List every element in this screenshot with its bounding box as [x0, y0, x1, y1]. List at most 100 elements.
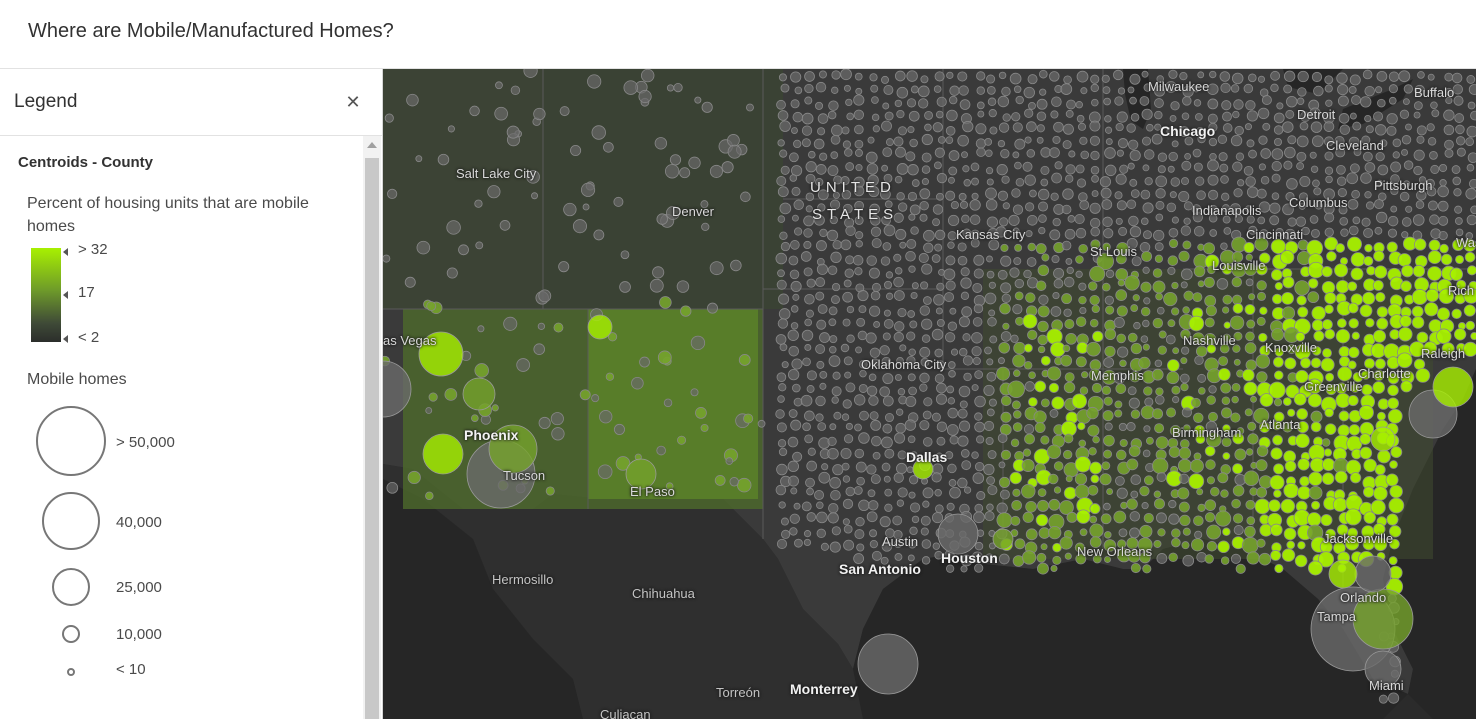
county-centroid-dot	[775, 484, 787, 496]
county-centroid-dot	[1036, 552, 1047, 563]
county-centroid-dot	[855, 346, 863, 354]
city-label: Columbus	[1289, 195, 1348, 210]
county-centroid-dot	[881, 120, 892, 132]
county-centroid-dot	[593, 229, 605, 241]
county-centroid-dot	[1127, 86, 1135, 94]
county-centroid-dot	[1273, 463, 1285, 475]
county-centroid-dot	[779, 149, 788, 158]
county-centroid-dot	[899, 344, 907, 352]
county-centroid-dot	[957, 435, 969, 447]
county-centroid-dot	[1229, 315, 1245, 330]
county-centroid-dot	[814, 490, 825, 501]
county-centroid-dot	[932, 542, 941, 550]
county-centroid-dot	[1180, 382, 1189, 392]
size-label: 25,000	[116, 579, 162, 596]
county-centroid-dot	[599, 410, 613, 424]
county-centroid-dot	[826, 229, 839, 242]
county-centroid-dot	[1091, 190, 1099, 198]
county-centroid-dot	[879, 188, 891, 200]
county-centroid-dot	[1322, 348, 1332, 358]
county-centroid-dot	[1034, 380, 1047, 393]
county-centroid-dot	[971, 177, 979, 186]
county-centroid-dot	[1168, 238, 1179, 249]
county-centroid-dot	[1469, 178, 1476, 189]
county-centroid-dot	[1140, 405, 1155, 420]
county-centroid-dot	[961, 460, 972, 471]
county-centroid-dot	[1086, 406, 1099, 420]
county-centroid-dot	[1338, 345, 1351, 358]
legend-scrollbar[interactable]	[363, 136, 381, 719]
county-centroid-dot	[964, 486, 972, 494]
close-icon[interactable]: ✕	[345, 92, 361, 112]
county-centroid-dot	[1065, 258, 1073, 265]
county-centroid-dot	[1168, 446, 1181, 458]
county-centroid-dot	[425, 407, 433, 414]
county-centroid-dot	[587, 74, 602, 89]
county-centroid-dot	[475, 241, 484, 250]
county-centroid-dot	[936, 436, 946, 446]
county-centroid-dot	[892, 515, 903, 526]
county-centroid-dot	[969, 199, 981, 211]
city-label: El Paso	[630, 484, 675, 499]
county-centroid-dot	[949, 95, 958, 105]
county-centroid-dot	[805, 477, 815, 488]
county-centroid-dot	[690, 388, 699, 397]
county-centroid-dot	[1313, 330, 1325, 342]
county-centroid-dot	[1403, 160, 1414, 170]
county-centroid-dot	[1000, 331, 1012, 342]
county-centroid-dot	[1466, 214, 1476, 226]
county-centroid-dot	[829, 345, 837, 354]
county-centroid-dot	[1075, 101, 1083, 109]
county-centroid-dot	[1116, 333, 1127, 344]
county-centroid-dot	[1049, 409, 1059, 418]
county-centroid-dot	[1101, 385, 1112, 396]
county-centroid-dot	[1390, 174, 1400, 184]
county-centroid-dot	[1052, 135, 1061, 144]
county-centroid-dot	[1065, 475, 1073, 483]
county-centroid-dot	[1261, 95, 1272, 106]
county-centroid-dot	[572, 219, 588, 234]
county-centroid-dot	[551, 427, 565, 441]
county-centroid-dot	[1113, 510, 1127, 524]
county-centroid-dot	[1444, 148, 1454, 158]
county-centroid-dot	[881, 541, 893, 552]
county-centroid-dot	[788, 475, 799, 487]
county-centroid-dot	[1376, 411, 1386, 421]
county-centroid-dot	[1192, 292, 1203, 303]
county-centroid-dot	[1344, 508, 1362, 526]
county-centroid-dot	[821, 463, 829, 471]
county-centroid-dot	[1374, 199, 1384, 210]
county-centroid-dot	[906, 70, 918, 82]
county-centroid-dot	[780, 165, 790, 175]
county-centroid-dot	[827, 447, 839, 460]
county-centroid-dot	[1166, 371, 1180, 385]
county-centroid-dot	[1309, 107, 1321, 119]
county-centroid-dot	[1078, 282, 1087, 291]
map-view[interactable]: Milwaukee Buffalo Detroit Chicago Clevel…	[383, 69, 1476, 719]
county-centroid-dot	[1386, 125, 1397, 136]
scroll-thumb[interactable]	[365, 158, 379, 719]
county-centroid-dot	[1092, 330, 1104, 343]
county-centroid-dot	[1079, 200, 1090, 210]
county-centroid-dot	[962, 165, 970, 173]
county-centroid-dot	[1177, 458, 1192, 473]
county-centroid-dot	[1080, 87, 1088, 95]
county-centroid-dot	[580, 182, 596, 197]
county-centroid-dot	[1361, 217, 1371, 227]
county-centroid-dot	[1232, 432, 1245, 445]
county-centroid-dot	[873, 321, 881, 328]
county-centroid-dot	[984, 511, 995, 522]
county-centroid-dot	[1116, 305, 1128, 317]
size-label: 40,000	[116, 514, 162, 531]
city-label: Chicago	[1160, 123, 1216, 139]
county-centroid-dot	[1439, 179, 1447, 187]
scroll-up-icon[interactable]	[367, 142, 377, 148]
county-centroid-dot	[1377, 398, 1390, 410]
county-centroid-dot	[1346, 236, 1363, 252]
county-centroid-dot	[1345, 459, 1362, 476]
county-centroid-dot	[948, 479, 957, 487]
county-centroid-dot	[1349, 163, 1360, 174]
county-centroid-dot	[1152, 280, 1166, 294]
county-centroid-dot	[1412, 214, 1425, 226]
county-centroid-dot	[1312, 179, 1320, 188]
